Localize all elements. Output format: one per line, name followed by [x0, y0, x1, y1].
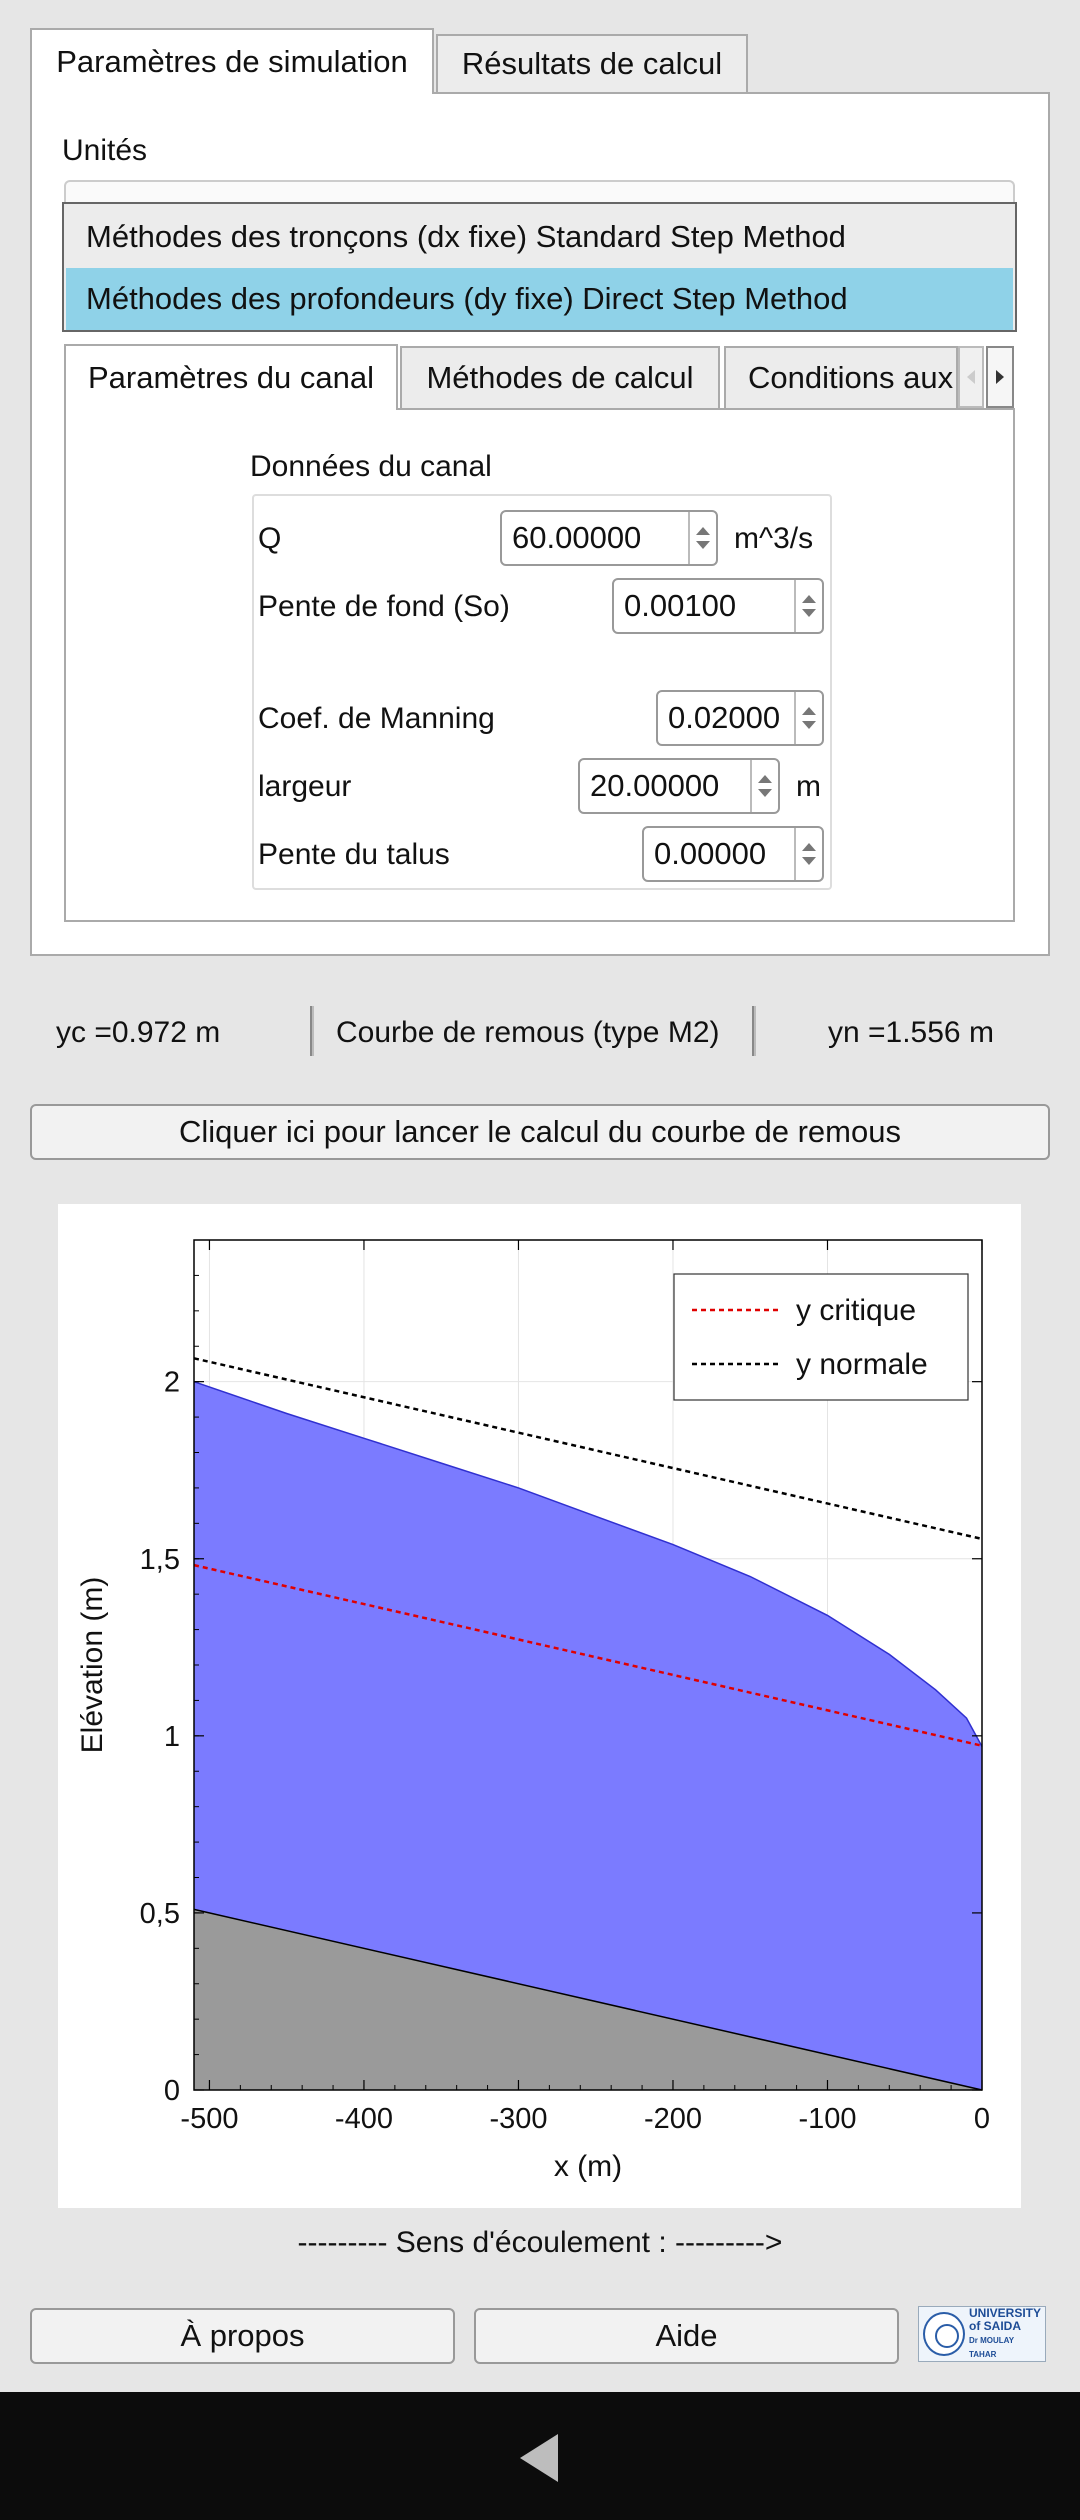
units-label: Unités: [62, 134, 148, 167]
q-input[interactable]: 60.00000: [500, 510, 718, 566]
width-input[interactable]: 20.00000: [578, 758, 780, 814]
help-button[interactable]: Aide: [474, 2308, 899, 2364]
chart-container: -500 -400 -300 -200 -100 0 0 0,5 1 1,5 2 x (m) Eléva…: [58, 1204, 1021, 2208]
water-surface-line: [193, 1380, 983, 1747]
bed-slope-label: Pente de fond (So): [258, 590, 510, 623]
logo-line-2: of SAIDA: [968, 2319, 1021, 2333]
y-tick-label: 0: [164, 2075, 180, 2107]
chevron-right-icon: [996, 370, 1004, 384]
critical-depth-readout: yc =0.972 m: [56, 1016, 221, 1049]
method-option-direct-step[interactable]: Méthodes des profondeurs (dy fixe) Direc…: [66, 268, 1013, 330]
tab-simulation-parameters[interactable]: Paramètres de simulation: [30, 28, 434, 94]
y-axis-label: Elévation (m): [76, 1577, 109, 1754]
width-unit: m: [796, 770, 821, 803]
y-tick-label: 2: [164, 1367, 180, 1399]
status-separator: [310, 1006, 314, 1056]
channel-bed-line: [193, 1908, 983, 2091]
spinner-arrows-icon[interactable]: [794, 580, 822, 632]
spinner-arrows-icon[interactable]: [750, 760, 778, 812]
logo-line-3: Dr MOULAY TAHAR: [968, 2336, 1014, 2359]
manning-label: Coef. de Manning: [258, 702, 495, 735]
logo-line-1: UNIVERSITY: [968, 2306, 1041, 2320]
y-tick-label: 1,5: [140, 1544, 180, 1576]
x-tick-label: -300: [489, 2103, 547, 2135]
x-tick-label: -200: [644, 2103, 702, 2135]
legend-label: y normale: [796, 1348, 928, 1381]
x-tick-label: -500: [180, 2103, 238, 2135]
y-tick-label: 0,5: [140, 1898, 180, 1930]
legend-box: [673, 1273, 969, 1401]
bed-slope-input[interactable]: 0.00100: [612, 578, 824, 634]
x-tick-label: 0: [974, 2103, 990, 2135]
status-separator: [752, 1006, 756, 1056]
x-axis-label: x (m): [554, 2150, 622, 2183]
legend-label: y critique: [796, 1294, 916, 1327]
canal-group-title: Données du canal: [250, 450, 492, 483]
tab-canal-parameters[interactable]: Paramètres du canal: [64, 344, 398, 410]
tab-calc-methods[interactable]: Méthodes de calcul: [400, 346, 720, 408]
x-tick-label: -400: [335, 2103, 393, 2135]
tab-scroll-right-button[interactable]: [986, 346, 1014, 408]
tab-results[interactable]: Résultats de calcul: [436, 34, 748, 92]
x-tick-label: -100: [798, 2103, 856, 2135]
back-icon[interactable]: [520, 2434, 558, 2482]
normal-depth-readout: yn =1.556 m: [828, 1016, 994, 1049]
about-button[interactable]: À propos: [30, 2308, 455, 2364]
backwater-chart: -500 -400 -300 -200 -100 0 0 0,5 1 1,5 2 x (m) Eléva…: [76, 1239, 990, 2183]
tab-scroll-left-button[interactable]: [958, 346, 984, 408]
spinner-arrows-icon[interactable]: [688, 512, 716, 564]
run-calculation-button[interactable]: Cliquer ici pour lancer le calcul du cou…: [30, 1104, 1050, 1160]
water-area: [194, 1381, 982, 2090]
bank-slope-input[interactable]: 0.00000: [642, 826, 824, 882]
tab-boundary-conditions[interactable]: Conditions aux: [724, 346, 958, 408]
spinner-arrows-icon[interactable]: [794, 692, 822, 744]
method-option-standard-step[interactable]: Méthodes des tronçons (dx fixe) Standard…: [66, 206, 1013, 268]
canal-parameters-panel: [64, 408, 1015, 922]
curve-type-readout: Courbe de remous (type M2): [336, 1016, 720, 1049]
flow-direction-label: --------- Sens d'écoulement : --------->: [297, 2226, 783, 2259]
manning-input[interactable]: 0.02000: [656, 690, 824, 746]
y-tick-label: 1: [164, 1721, 180, 1753]
canal-group-box: [252, 494, 832, 890]
university-logo: UNIVERSITY of SAIDA Dr MOULAY TAHAR: [918, 2306, 1046, 2362]
width-label: largeur: [258, 770, 352, 803]
chevron-left-icon: [967, 370, 975, 384]
spinner-arrows-icon[interactable]: [794, 828, 822, 880]
university-seal-icon: [923, 2312, 965, 2356]
q-unit: m^3/s: [734, 522, 814, 555]
bank-slope-label: Pente du talus: [258, 838, 450, 871]
q-label: Q: [258, 522, 282, 555]
